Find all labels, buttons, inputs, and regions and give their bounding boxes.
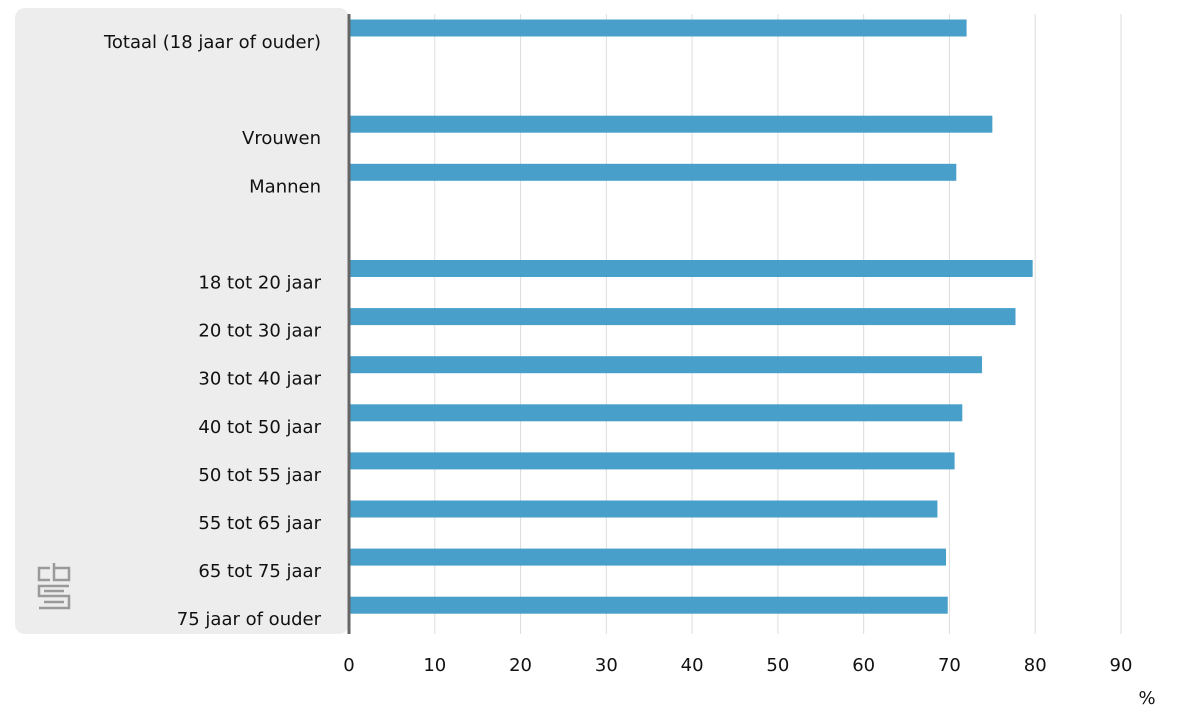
x-tick-label: 60 xyxy=(852,655,875,676)
bar xyxy=(349,404,963,422)
bar xyxy=(349,452,955,470)
category-label: 55 tot 65 jaar xyxy=(198,513,321,534)
bar xyxy=(349,500,938,518)
x-tick-label: 10 xyxy=(423,655,446,676)
category-label: 50 tot 55 jaar xyxy=(198,465,321,486)
category-label: 40 tot 50 jaar xyxy=(198,417,321,438)
bar xyxy=(349,260,1033,277)
category-label-panel xyxy=(15,8,349,634)
x-tick-label: 80 xyxy=(1024,655,1047,676)
bar xyxy=(349,356,983,374)
bar xyxy=(349,19,967,37)
x-tick-labels: 0 10 20 30 40 50 60 70 80 90 xyxy=(343,655,1132,676)
x-tick-label: 0 xyxy=(343,655,354,676)
category-label: 65 tot 75 jaar xyxy=(198,561,321,582)
bars xyxy=(349,19,1033,614)
category-label: Vrouwen xyxy=(242,128,321,149)
bar xyxy=(349,163,957,181)
bar xyxy=(349,548,947,566)
cbs-logo-icon xyxy=(37,563,71,610)
category-label: Mannen xyxy=(249,176,321,197)
category-label: 20 tot 30 jaar xyxy=(198,321,321,342)
category-label: 30 tot 40 jaar xyxy=(198,369,321,390)
x-tick-label: 70 xyxy=(938,655,961,676)
category-label: Totaal (18 jaar of ouder) xyxy=(103,32,321,53)
x-tick-label: 30 xyxy=(595,655,618,676)
x-tick-label: 20 xyxy=(509,655,532,676)
x-tick-label: 50 xyxy=(766,655,789,676)
bar xyxy=(349,115,993,133)
category-label: 18 tot 20 jaar xyxy=(198,273,321,294)
x-unit-label: % xyxy=(1138,688,1155,709)
bar xyxy=(349,308,1016,326)
x-tick-label: 40 xyxy=(681,655,704,676)
category-labels: Totaal (18 jaar of ouder) Vrouwen Mannen 18… xyxy=(103,32,322,630)
x-tick-label: 90 xyxy=(1110,655,1133,676)
category-label: 75 jaar of ouder xyxy=(177,609,322,630)
bar xyxy=(349,596,948,614)
